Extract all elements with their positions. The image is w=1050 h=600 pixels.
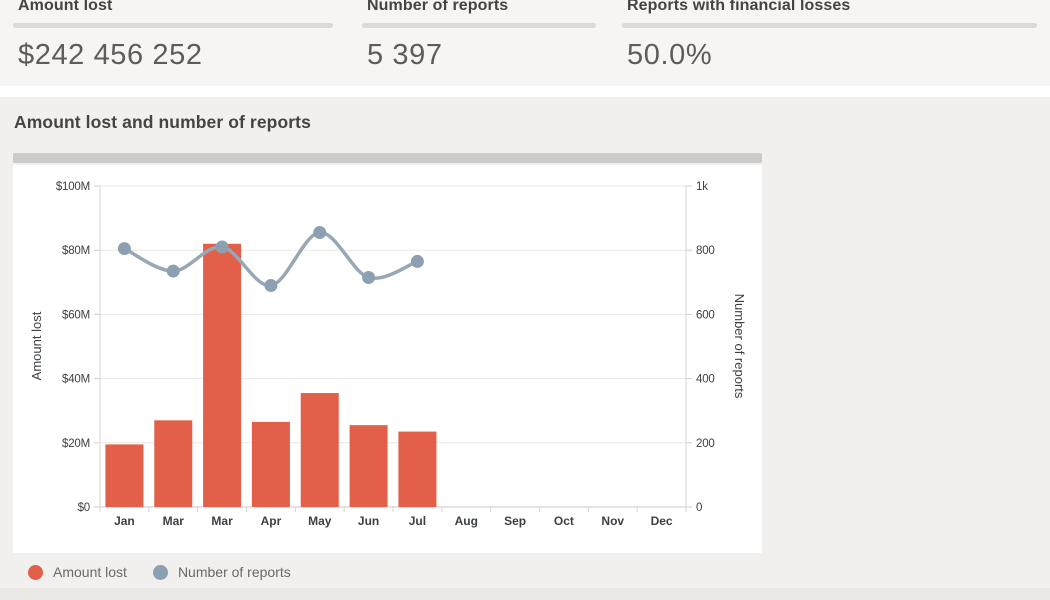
point-Mar-1[interactable] [166, 264, 180, 278]
page-bottom-strip [0, 588, 1050, 600]
point-Jan-0[interactable] [117, 242, 131, 256]
stat-card-amount-lost: Amount lost $242 456 252 [13, 0, 333, 72]
x-axis-label-10: Nov [601, 514, 624, 528]
legend-label: Amount lost [53, 564, 127, 580]
chart-title: Amount lost and number of reports [14, 112, 311, 132]
x-axis-label-3: Apr [261, 514, 282, 528]
stat-divider [362, 23, 596, 28]
combo-chart: $0 0 $20M 200 $40M 400 $60M 600 $80M 800 $100M 1k Ja… [29, 181, 747, 528]
divider-gap [0, 86, 1050, 97]
bar-Jul-6[interactable] [398, 431, 437, 507]
x-axis-label-0: Jan [114, 514, 135, 528]
chart-section: Amount lost and number of reports $0 0 $20… [0, 97, 1050, 600]
point-Apr-3[interactable] [264, 279, 278, 293]
chart-scrollbar[interactable] [13, 153, 762, 163]
legend-item-amount-lost[interactable]: Amount lost [28, 564, 127, 580]
stat-value: 5 397 [367, 39, 443, 71]
bar-Apr-3[interactable] [251, 421, 290, 507]
legend-item-number-of-reports[interactable]: Number of reports [152, 564, 291, 580]
x-axis-label-11: Dec [651, 514, 673, 528]
bar-Mar-1[interactable] [154, 420, 193, 507]
chart-panel: $0 0 $20M 200 $40M 400 $60M 600 $80M 800 $100M 1k Ja… [13, 165, 762, 553]
legend-label: Number of reports [177, 564, 291, 580]
left-axis-tick-label: $60M [62, 309, 90, 321]
point-Jun-5[interactable] [362, 270, 376, 284]
left-axis-tick-label: $100M [56, 181, 90, 193]
x-axis-label-4: May [308, 514, 332, 528]
x-axis-label-8: Sep [504, 514, 526, 528]
stats-row: Amount lost $242 456 252 Number of repor… [0, 0, 1050, 86]
stat-label: Reports with financial losses [627, 0, 851, 14]
right-axis-tick-label: 0 [696, 502, 702, 514]
stat-value: 50.0% [627, 39, 713, 71]
stat-card-number-of-reports: Number of reports 5 397 [362, 0, 596, 72]
chart-legend: Amount lost Number of reports [28, 564, 291, 580]
point-May-4[interactable] [313, 226, 327, 240]
right-axis-tick-label: 800 [696, 245, 715, 257]
point-Mar-2[interactable] [215, 240, 229, 254]
bar-Mar-2[interactable] [203, 243, 242, 507]
stat-card-reports-with-losses: Reports with financial losses 50.0% [622, 0, 1037, 72]
bar-Jun-5[interactable] [349, 425, 388, 507]
stat-label: Number of reports [367, 0, 509, 14]
left-axis-tick-label: $40M [62, 374, 90, 386]
stat-divider [13, 23, 333, 28]
right-axis-tick-label: 400 [696, 374, 715, 386]
bar-Jan-0[interactable] [105, 444, 144, 507]
stat-value: $242 456 252 [18, 39, 203, 71]
x-axis-label-9: Oct [554, 514, 574, 528]
left-axis-tick-label: $20M [62, 438, 90, 450]
right-axis-tick-label: 200 [696, 438, 715, 450]
right-axis-tick-label: 600 [696, 309, 715, 321]
point-Jul-6[interactable] [410, 254, 424, 268]
x-axis-label-2: Mar [211, 514, 233, 528]
bar-May-4[interactable] [300, 393, 339, 507]
number-of-reports-dot-icon [152, 564, 168, 580]
x-axis-label-1: Mar [163, 514, 185, 528]
amount-lost-dot-icon [28, 564, 43, 580]
stat-label: Amount lost [18, 0, 113, 14]
right-axis-tick-label: 1k [696, 181, 708, 193]
x-axis-label-7: Aug [455, 514, 478, 528]
left-axis-title: Amount lost [29, 311, 44, 380]
left-axis-tick-label: $0 [78, 502, 90, 514]
stat-divider [622, 23, 1037, 28]
right-axis-title: Number of reports [732, 294, 747, 399]
left-axis-tick-label: $80M [62, 245, 90, 257]
x-axis-label-5: Jun [358, 514, 379, 528]
x-axis-label-6: Jul [409, 514, 426, 528]
